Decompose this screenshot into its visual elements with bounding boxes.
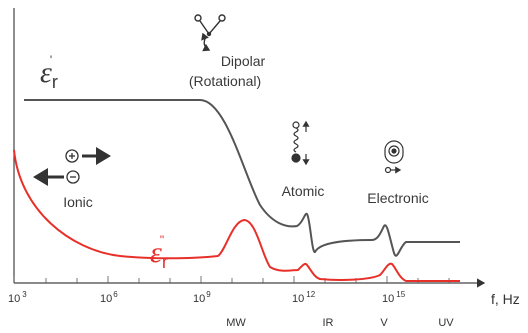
band-label-v: V <box>380 317 388 329</box>
rotational-label: (Rotational) <box>189 73 261 89</box>
epsilon-real-label: εr' <box>40 53 58 92</box>
band-label-uv: UV <box>438 317 454 329</box>
electron-cloud-icon <box>384 140 404 174</box>
dipole-rotation-icon <box>194 14 226 52</box>
band-label-mw: MW <box>226 317 246 329</box>
tick-label: 109 <box>193 290 211 305</box>
real-permittivity-curve <box>24 99 460 257</box>
band-label-ir: IR <box>323 317 334 329</box>
atomic-spring-icon <box>291 120 310 166</box>
ionic-label: Ionic <box>63 194 93 210</box>
x-tick-labels: 10 3 106 109 10 12 10 15 <box>8 290 406 305</box>
atomic-label: Atomic <box>282 183 325 199</box>
tick-label: 106 <box>100 290 118 305</box>
dipolar-label: Dipolar <box>221 53 266 69</box>
tick-label: 10 12 <box>292 290 316 305</box>
electronic-label: Electronic <box>367 190 428 206</box>
tick-label: 10 15 <box>382 290 406 305</box>
tick-label: 10 3 <box>8 290 27 305</box>
x-axis-tick-marks <box>13 276 450 283</box>
imaginary-permittivity-curve <box>13 149 460 282</box>
x-axis-label: f, Hz <box>491 291 520 307</box>
epsilon-imag-label: εr" <box>150 233 168 272</box>
ion-pair-icon <box>33 147 111 186</box>
